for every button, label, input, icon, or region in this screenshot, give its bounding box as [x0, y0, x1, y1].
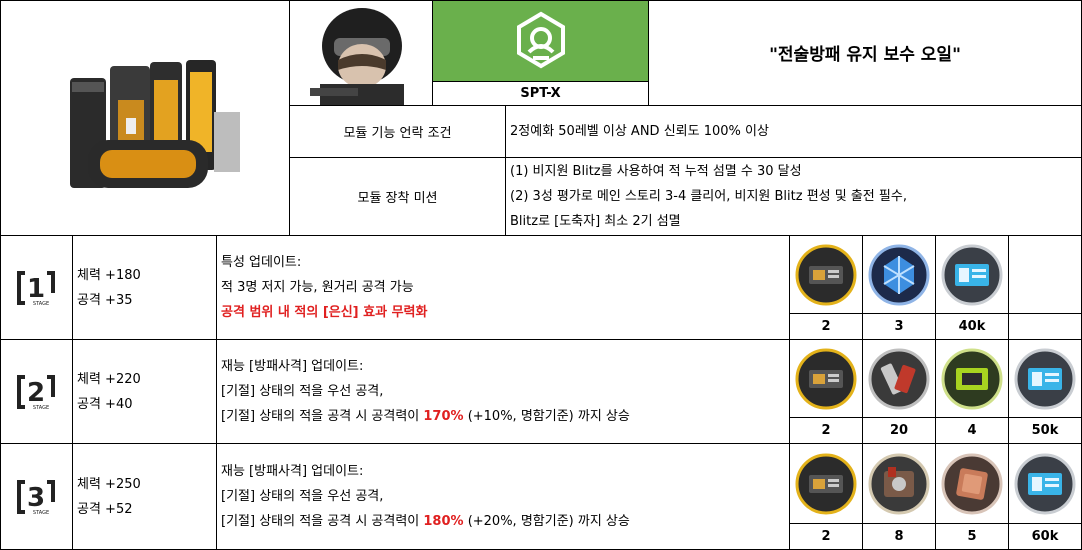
- stage-label: STAGE: [33, 301, 49, 307]
- material-slot: [863, 340, 936, 418]
- description-text: (+10%, 명함기준) 까지 상승: [463, 409, 630, 424]
- stage-number: 3: [27, 483, 45, 513]
- mission-value: (1) 비지원 Blitz를 사용하여 적 누적 섬멸 수 30 달성 (2) …: [506, 158, 1082, 236]
- description-line: 적 3명 저지 가능, 원거리 공격 가능: [221, 275, 789, 300]
- description-text: [기절] 상태의 적을 우선 공격,: [221, 384, 384, 399]
- mission-line: Blitz로 [도축자] 최소 2기 섬멸: [510, 214, 681, 229]
- operator-avatar-icon: [290, 0, 432, 105]
- unlock-condition-line: 2정예화 50레벨 이상 AND 신뢰도 100% 이상: [510, 124, 769, 139]
- material-count: 50k: [1009, 418, 1082, 444]
- description-line: [기절] 상태의 적을 우선 공격,: [221, 379, 789, 404]
- description-text: [기절] 상태의 적을 공격 시 공격력이: [221, 514, 424, 529]
- stage-label: STAGE: [33, 405, 49, 411]
- module-data-block-icon: [795, 348, 857, 409]
- material-count: 40k: [936, 314, 1009, 340]
- stage-stats: 체력 +180 공격 +35: [73, 236, 217, 340]
- material-slot: [790, 340, 863, 418]
- module-data-block-icon: [795, 453, 857, 514]
- module-title: "전술방패 유지 보수 오일": [649, 0, 1082, 106]
- stage-badge: 2 STAGE: [0, 340, 73, 444]
- copper-plate-icon: [941, 453, 1003, 514]
- material-count: 2: [790, 524, 863, 550]
- crafting-tool-icon: [868, 348, 930, 409]
- material-slot: [936, 236, 1009, 314]
- blue-crystal-icon: [868, 244, 930, 305]
- material-slot: [936, 340, 1009, 418]
- unlock-condition-label: 모듈 기능 언락 조건: [290, 106, 506, 158]
- stage-badge: 1 STAGE: [0, 236, 73, 340]
- description-line: 특성 업데이트:: [221, 250, 789, 275]
- gear-rig-icon: [868, 453, 930, 514]
- stage-badge: 3 STAGE: [0, 444, 73, 550]
- description-line: 재능 [방패사격] 업데이트:: [221, 459, 789, 484]
- material-slot: [1009, 444, 1082, 524]
- description-text: 적 3명 저지 가능, 원거리 공격 가능: [221, 280, 414, 295]
- mission-label: 모듈 장착 미션: [290, 158, 506, 236]
- stat-line: 체력 +220: [77, 371, 141, 387]
- module-emblem: SPT-X: [433, 0, 649, 106]
- description-text: 공격 범위 내 적의 [은신] 효과 무력화: [221, 305, 428, 320]
- material-slot: [863, 236, 936, 314]
- stat-line: 체력 +180: [77, 267, 141, 283]
- stage-description: 재능 [방패사격] 업데이트: [기절] 상태의 적을 우선 공격, [기절] 상태…: [217, 444, 790, 550]
- description-text: [기절] 상태의 적을 우선 공격,: [221, 489, 384, 504]
- stage-number: 2: [27, 378, 45, 408]
- material-slot: [790, 444, 863, 524]
- description-line: 재능 [방패사격] 업데이트:: [221, 354, 789, 379]
- mission-line: (1) 비지원 Blitz를 사용하여 적 누적 섬멸 수 30 달성: [510, 164, 802, 179]
- stage-label: STAGE: [33, 510, 49, 516]
- material-count: 8: [863, 524, 936, 550]
- material-slot: [1009, 236, 1082, 314]
- material-slot: [1009, 340, 1082, 418]
- description-text: 재능 [방패사격] 업데이트:: [221, 359, 364, 374]
- shield-emblem-icon: [517, 11, 565, 69]
- lmd-currency-icon: [941, 244, 1003, 305]
- material-count: [1009, 314, 1082, 340]
- module-image: [0, 0, 290, 236]
- module-canister-illustration: [70, 60, 240, 188]
- material-count: 60k: [1009, 524, 1082, 550]
- stage-stats: 체력 +250 공격 +52: [73, 444, 217, 550]
- stage-stats: 체력 +220 공격 +40: [73, 340, 217, 444]
- operator-portrait: [290, 0, 433, 106]
- highlight-value: 180%: [423, 514, 464, 529]
- description-text: (+20%, 명함기준) 까지 상승: [463, 514, 630, 529]
- material-count: 4: [936, 418, 1009, 444]
- module-data-block-icon: [795, 244, 857, 305]
- material-count: 20: [863, 418, 936, 444]
- stat-line: 체력 +250: [77, 476, 141, 492]
- material-count: 2: [790, 418, 863, 444]
- description-text: 특성 업데이트:: [221, 255, 302, 270]
- material-slot: [790, 236, 863, 314]
- stage-description: 재능 [방패사격] 업데이트: [기절] 상태의 적을 우선 공격, [기절] 상태…: [217, 340, 790, 444]
- material-slot: [936, 444, 1009, 524]
- material-slot: [863, 444, 936, 524]
- stat-line: 공격 +40: [77, 396, 133, 412]
- material-count: 3: [863, 314, 936, 340]
- stage-number: 1: [27, 274, 45, 304]
- description-line: [기절] 상태의 적을 우선 공격,: [221, 484, 789, 509]
- circuit-chip-icon: [941, 348, 1003, 409]
- material-count: 5: [936, 524, 1009, 550]
- module-code-label: SPT-X: [433, 81, 648, 105]
- description-line: [기절] 상태의 적을 공격 시 공격력이 170% (+10%, 명함기준) …: [221, 404, 789, 429]
- stat-line: 공격 +35: [77, 292, 133, 308]
- lmd-currency-icon: [1014, 453, 1076, 514]
- description-line: [기절] 상태의 적을 공격 시 공격력이 180% (+20%, 명함기준) …: [221, 509, 789, 534]
- description-text: 재능 [방패사격] 업데이트:: [221, 464, 364, 479]
- stat-line: 공격 +52: [77, 501, 133, 517]
- highlight-value: 170%: [423, 409, 464, 424]
- material-count: 2: [790, 314, 863, 340]
- lmd-currency-icon: [1014, 348, 1076, 409]
- mission-line: (2) 3성 평가로 메인 스토리 3-4 클리어, 비지원 Blitz 편성 …: [510, 189, 907, 204]
- description-line: 공격 범위 내 적의 [은신] 효과 무력화: [221, 300, 789, 325]
- description-text: [기절] 상태의 적을 공격 시 공격력이: [221, 409, 424, 424]
- unlock-condition-value: 2정예화 50레벨 이상 AND 신뢰도 100% 이상: [506, 106, 1082, 158]
